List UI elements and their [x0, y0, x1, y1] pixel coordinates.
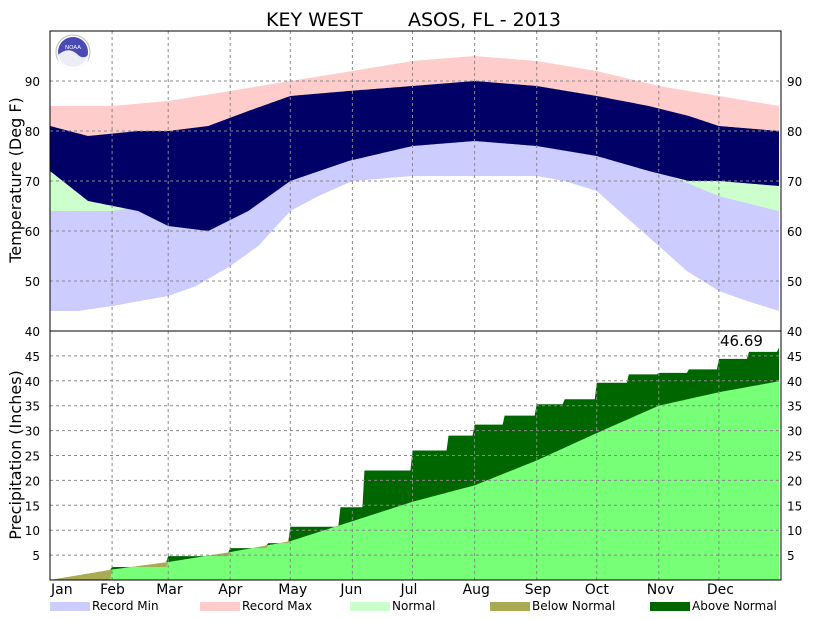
precipitation-grid: [50, 331, 781, 580]
month-label: Mar: [156, 582, 183, 598]
month-labels: Jan Feb Mar Apr May Jun Jul Aug Sep Oct Nov Dec: [50, 582, 734, 598]
precipitation-tick-label-left: 5: [32, 549, 40, 563]
temperature-tick-label-right: 60: [787, 225, 802, 239]
precipitation-axis-label: Precipitation (Inches): [6, 370, 25, 540]
month-label: Apr: [218, 582, 242, 598]
precipitation-tick-label-left: 40: [25, 375, 40, 389]
legend-swatch: [200, 602, 240, 611]
precipitation-tick-label-right: 35: [787, 400, 802, 414]
temperature-tick-label-left: 70: [25, 175, 40, 189]
legend-swatch: [650, 602, 690, 611]
temperature-tick-label-right: 80: [787, 125, 802, 139]
temperature-tick-label-right: 90: [787, 75, 802, 89]
temperature-panel: 40 40 50 50 60 60 70 70 80 80 90 90 Temperature (De…: [6, 30, 803, 339]
month-label: Jun: [339, 582, 362, 598]
month-label: Feb: [100, 582, 125, 598]
temperature-tick-label-left: 80: [25, 125, 40, 139]
legend: Record Min Record Max Normal Below Normal Ab…: [50, 599, 777, 613]
legend-label: Record Max: [242, 599, 312, 613]
precipitation-tick-label-left: 35: [25, 400, 40, 414]
temperature-tick-labels: 40 40 50 50 60 60 70 70 80 80 90 90: [25, 75, 803, 339]
legend-label: Record Min: [92, 599, 159, 613]
record-min-band: [50, 136, 779, 311]
precipitation-tick-label-right: 10: [787, 524, 802, 538]
legend-swatch: [50, 602, 90, 611]
temperature-grid: [50, 31, 781, 331]
temperature-tick-label-right: 50: [787, 275, 802, 289]
legend-label: Below Normal: [532, 599, 615, 613]
precipitation-tick-label-right: 30: [787, 425, 802, 439]
precipitation-tick-label-left: 30: [25, 425, 40, 439]
month-label: Nov: [647, 582, 674, 598]
precipitation-tick-label-right: 25: [787, 450, 802, 464]
precipitation-tick-label-right: 45: [787, 350, 802, 364]
precipitation-tick-label-right: 20: [787, 474, 802, 488]
precipitation-total-annotation: 46.69: [720, 332, 763, 350]
precipitation-panel: 5 5 10 10 15 15 20 20 25 25 30 30 35 35 40 40 45 45 Preci…: [6, 330, 803, 581]
month-label: Jan: [50, 582, 73, 598]
legend-label: Above Normal: [692, 599, 777, 613]
precipitation-tick-label-left: 45: [25, 350, 40, 364]
temperature-tick-label-left: 40: [25, 325, 40, 339]
legend-label: Normal: [392, 599, 435, 613]
precipitation-tick-label-right: 5: [787, 549, 795, 563]
temperature-tick-label-right: 70: [787, 175, 802, 189]
month-label: Jul: [400, 582, 418, 598]
month-label: Aug: [463, 582, 490, 598]
temperature-axis-label: Temperature (Deg F): [6, 97, 25, 264]
month-label: Sep: [525, 582, 552, 598]
precipitation-panel-frame: [49, 330, 782, 581]
month-label: May: [278, 582, 307, 598]
chart-title-station: KEY WEST: [266, 9, 363, 31]
precipitation-tick-label-right: 40: [787, 375, 802, 389]
noaa-logo-text: NOAA: [65, 45, 81, 51]
temperature-tick-label-left: 50: [25, 275, 40, 289]
precipitation-tick-label-left: 15: [25, 499, 40, 513]
legend-swatch: [350, 602, 390, 611]
month-label: Oct: [585, 582, 610, 598]
precipitation-tick-labels: 5 5 10 10 15 15 20 20 25 25 30 30 35 35 40 40 45 45: [25, 350, 803, 563]
temperature-tick-label-right: 40: [787, 325, 802, 339]
temperature-tick-label-left: 90: [25, 75, 40, 89]
noaa-logo: NOAA: [55, 34, 91, 73]
observed-temperature-band: [50, 81, 779, 231]
precipitation-tick-label-left: 20: [25, 474, 40, 488]
temperature-layers: [50, 56, 779, 311]
legend-swatch: [490, 602, 530, 611]
precipitation-tick-label-left: 10: [25, 524, 40, 538]
precipitation-layers: [50, 347, 779, 580]
precipitation-tick-label-left: 25: [25, 450, 40, 464]
chart-title-network: ASOS, FL - 2013: [408, 9, 561, 31]
precipitation-tick-label-right: 15: [787, 499, 802, 513]
month-label: Dec: [707, 582, 734, 598]
temperature-tick-label-left: 60: [25, 225, 40, 239]
